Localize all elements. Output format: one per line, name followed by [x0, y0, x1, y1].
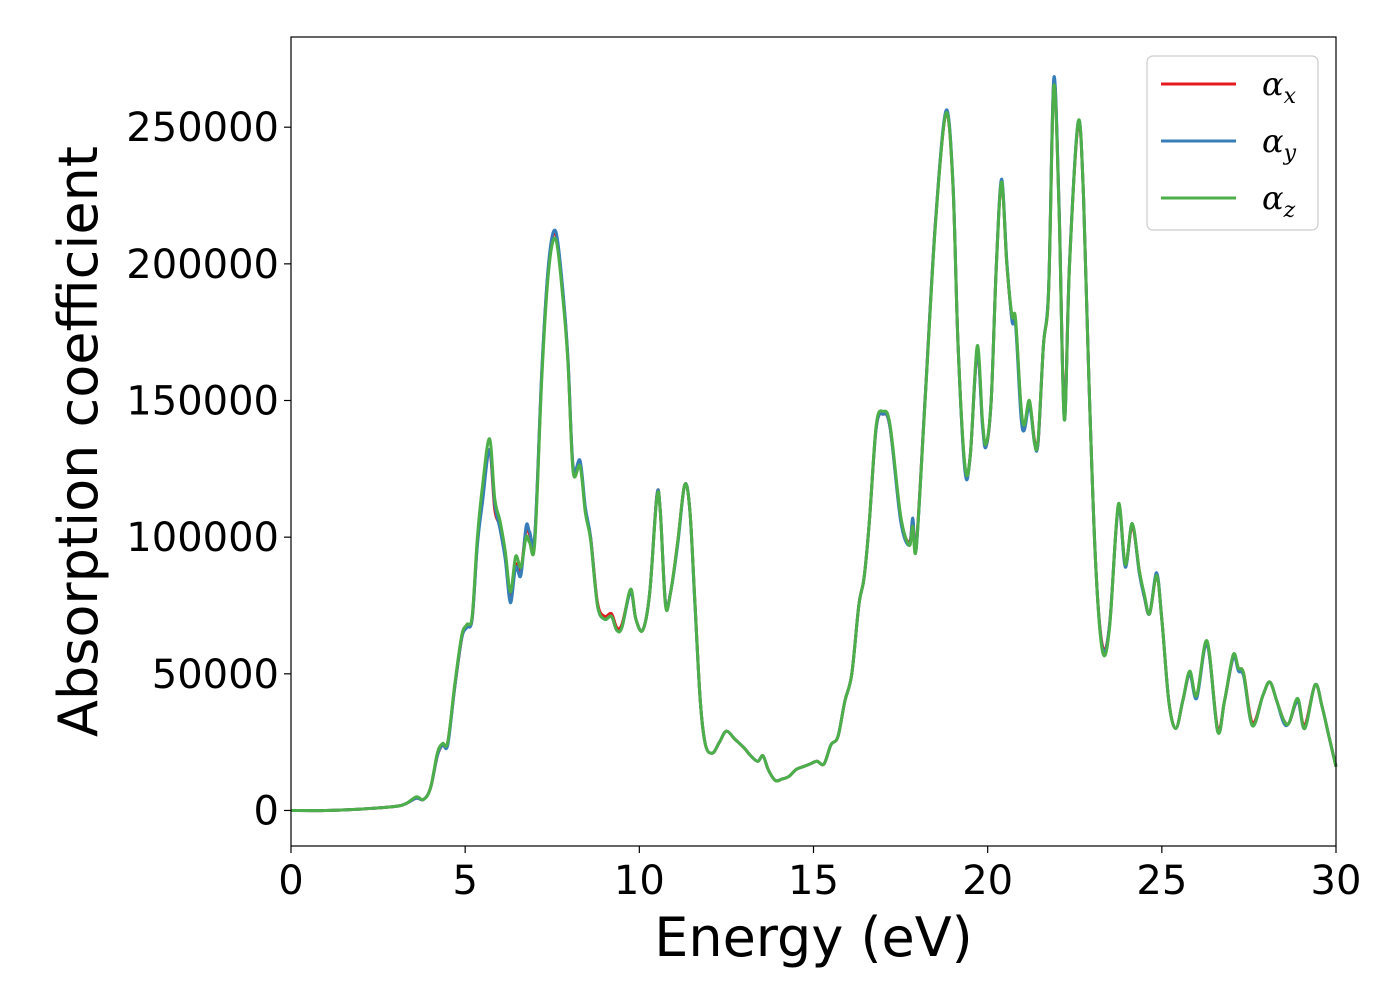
y-tick-label: 150000 [126, 379, 279, 425]
legend-label-symbol: α [1262, 65, 1284, 103]
x-tick-label: 0 [278, 858, 303, 904]
legend-label-symbol: α [1262, 179, 1284, 217]
legend-label: αy [1262, 122, 1297, 166]
tick-layer: 0 5 10 15 20 25 30 0 50000 100000 150000 200000 2500… [126, 105, 1361, 904]
legend-box [1146, 55, 1319, 231]
legend-label-symbol: α [1262, 122, 1284, 160]
x-tick-label: 10 [614, 858, 665, 904]
x-tick-label: 20 [962, 858, 1013, 904]
x-tick-label: 25 [1136, 858, 1187, 904]
x-tick-label: 30 [1311, 858, 1362, 904]
plot-frame [290, 36, 1337, 847]
y-tick-label: 200000 [126, 242, 279, 288]
x-tick-label: 5 [452, 858, 477, 904]
legend-label-subscript: x [1284, 84, 1297, 109]
x-axis-label: Energy (eV) [654, 906, 973, 969]
series-line-alpha-z [290, 83, 1338, 813]
y-tick-label: 50000 [152, 652, 279, 698]
legend-label: αx [1262, 65, 1297, 109]
y-tick-label: 250000 [126, 105, 279, 151]
legend-label-subscript: z [1283, 198, 1296, 223]
y-tick-label: 0 [254, 788, 279, 834]
y-tick-label: 100000 [126, 515, 279, 561]
x-tick-label: 15 [788, 858, 839, 904]
legend-label-subscript: y [1283, 141, 1297, 166]
legend-label: αz [1262, 179, 1296, 223]
y-axis-label: Absorption coefficient [47, 146, 110, 737]
series-layer [290, 75, 1338, 813]
